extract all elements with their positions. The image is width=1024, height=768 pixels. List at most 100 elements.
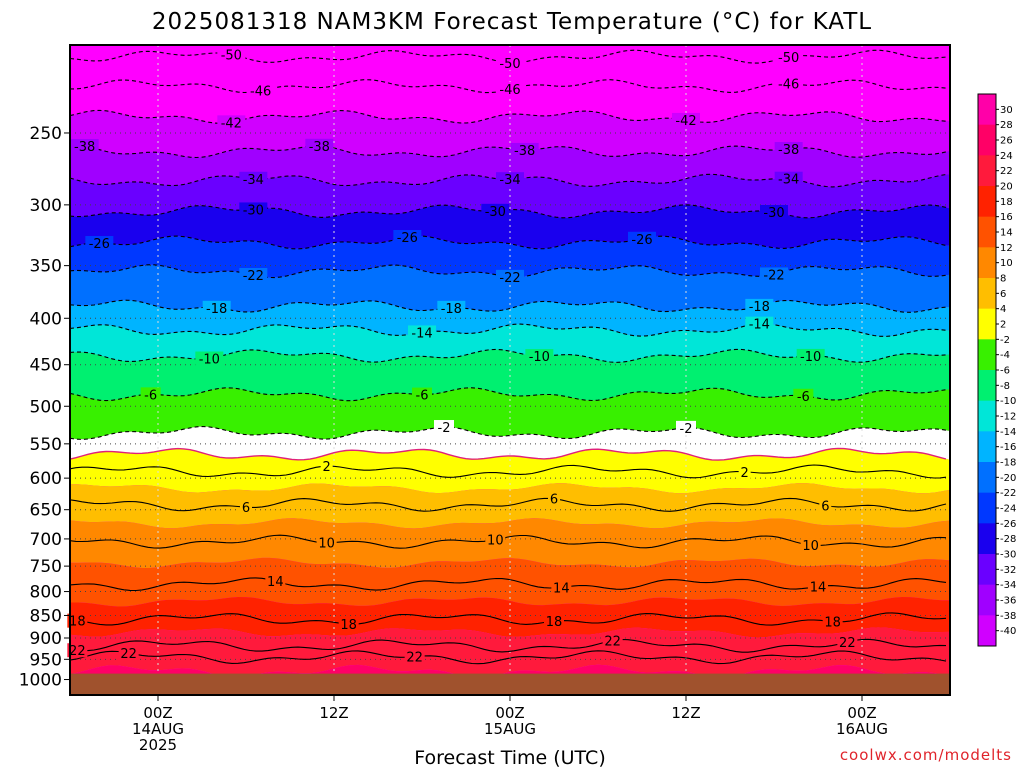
isotherm-6 xyxy=(70,497,947,512)
colorbar-swatch xyxy=(978,615,996,632)
isotherm-0 xyxy=(70,447,947,461)
x-tick-label: 2025 xyxy=(139,736,177,754)
isotherm--26 xyxy=(70,235,947,250)
colorbar-tick-label: -6 xyxy=(1000,366,1010,377)
isotherm-label-bg xyxy=(320,459,333,474)
colorbar-swatch xyxy=(978,278,996,294)
isotherm-label-bg xyxy=(800,538,821,553)
isotherm-label: 10 xyxy=(802,539,819,554)
colorbar-tick-label: -36 xyxy=(1000,596,1016,607)
colorbar-tick-label: -34 xyxy=(1000,580,1016,591)
isotherm-label: -14 xyxy=(411,326,432,341)
isotherm-label: 18 xyxy=(546,615,563,630)
colorbar-swatch xyxy=(978,262,996,279)
isotherm-label: -50 xyxy=(221,48,242,63)
y-tick-label: 950 xyxy=(30,650,62,670)
isotherm-label-bg xyxy=(195,351,224,366)
isotherm-label-bg xyxy=(793,388,814,403)
isotherm-label-bg xyxy=(67,613,88,628)
colorbar-tick-label: 14 xyxy=(1000,228,1013,239)
isotherm-label-bg xyxy=(140,387,161,402)
isotherm-label: -30 xyxy=(763,206,784,221)
isotherm-10 xyxy=(70,534,947,549)
x-tick-label: 12Z xyxy=(671,704,700,722)
colorbar-tick-label: -4 xyxy=(1000,350,1010,361)
isotherm-label-bg xyxy=(628,231,656,246)
isotherm-label-bg xyxy=(412,387,432,402)
isotherm-14 xyxy=(70,577,947,592)
isotherm-label-bg xyxy=(118,646,139,661)
colorbar-swatch xyxy=(978,462,996,478)
band--6-to--2 xyxy=(70,387,950,440)
y-tick-label: 450 xyxy=(30,356,62,376)
colorbar-tick-label: -2 xyxy=(1000,335,1010,346)
isotherm-label-bg xyxy=(738,464,751,479)
colorbar-swatch xyxy=(978,477,996,494)
isotherm-label: -38 xyxy=(309,140,330,155)
isotherm-label-bg xyxy=(239,202,268,217)
isotherm-label-bg xyxy=(496,172,524,187)
isotherm-label: -26 xyxy=(89,237,110,252)
isotherm-label-bg xyxy=(672,112,700,127)
isotherm-labels: -50 -50 -50 -46 -46 -46 -42 -42 -38 -38 -38 -38 -34 -… xyxy=(67,47,858,666)
y-tick-label: 550 xyxy=(30,435,62,455)
colorbar-swatch xyxy=(978,140,996,156)
colorbar-swatch xyxy=(978,416,996,432)
colorbar-swatch xyxy=(978,385,996,402)
isotherm-label-bg xyxy=(774,171,803,186)
colorbar-tick-label: -28 xyxy=(1000,534,1016,545)
band-16-to-20 xyxy=(70,597,950,638)
band--14-to--10 xyxy=(70,323,950,363)
credit-text: coolwx.com/modelts xyxy=(840,746,1012,764)
y-tick-label: 800 xyxy=(30,583,62,603)
colorbar: 30 28 26 24 22 20 18 16 14 12 10 8 6 4 2 -2 -4 -6 -8 -10 -12… xyxy=(977,93,1016,647)
x-tick-label: 00Z xyxy=(495,704,524,722)
colorbar-swatch xyxy=(978,94,996,110)
colorbar-tick-label: -32 xyxy=(1000,565,1016,576)
isotherm-label: -34 xyxy=(243,173,264,188)
isotherm-label: -6 xyxy=(144,388,157,403)
colorbar-tick-label: -20 xyxy=(1000,473,1016,484)
isotherm-label: 14 xyxy=(267,575,284,590)
isotherm-label-bg xyxy=(822,614,843,629)
chart-title: 2025081318 NAM3KM Forecast Temperature (… xyxy=(152,9,872,35)
colorbar-tick-label: 2 xyxy=(1000,320,1006,331)
band-12-to-16 xyxy=(70,557,950,607)
isotherm-label: -18 xyxy=(206,302,227,317)
isotherm-22 xyxy=(70,650,947,665)
isotherm-label-bg xyxy=(202,300,231,315)
colorbar-swatch xyxy=(978,370,996,386)
y-tick-label: 350 xyxy=(30,257,62,277)
colorbar-swatch xyxy=(978,170,996,187)
isotherm-label: -6 xyxy=(416,389,429,404)
isotherm-label: -26 xyxy=(397,231,418,246)
colorbar-swatch xyxy=(978,109,996,126)
x-tick-label: 16AUG xyxy=(836,720,888,738)
colorbar-swatch xyxy=(978,339,996,356)
colorbar-swatch xyxy=(978,155,996,172)
colorbar-swatch xyxy=(978,538,996,555)
isotherm-label-bg xyxy=(338,617,359,632)
isotherm-label: -38 xyxy=(514,144,535,159)
isotherm-label: -22 xyxy=(763,268,784,283)
isotherm-label: 22 xyxy=(120,647,137,662)
isotherm-label-bg xyxy=(774,50,803,65)
isotherm-label-bg xyxy=(819,498,832,513)
isotherm-22 xyxy=(70,638,947,653)
isotherm-label-bg xyxy=(240,500,252,515)
isotherm-label: -26 xyxy=(631,233,652,248)
isotherm-label-bg xyxy=(602,633,623,648)
isotherm-label: -46 xyxy=(778,78,799,93)
colorbar-tick-label: 20 xyxy=(1000,182,1013,193)
colorbar-swatch xyxy=(978,186,996,202)
isotherm-18 xyxy=(70,612,947,626)
isotherm-label: 22 xyxy=(839,636,856,651)
y-tick-label: 250 xyxy=(30,124,62,144)
isotherm-label: 10 xyxy=(487,534,504,549)
isotherm-label-bg xyxy=(393,229,422,244)
isotherm-label-bg xyxy=(496,55,524,70)
isotherm-label: -42 xyxy=(675,114,696,129)
isotherm-label: 18 xyxy=(340,618,357,633)
isotherm-label: -2 xyxy=(680,422,693,437)
isotherm-label-bg xyxy=(408,325,436,340)
